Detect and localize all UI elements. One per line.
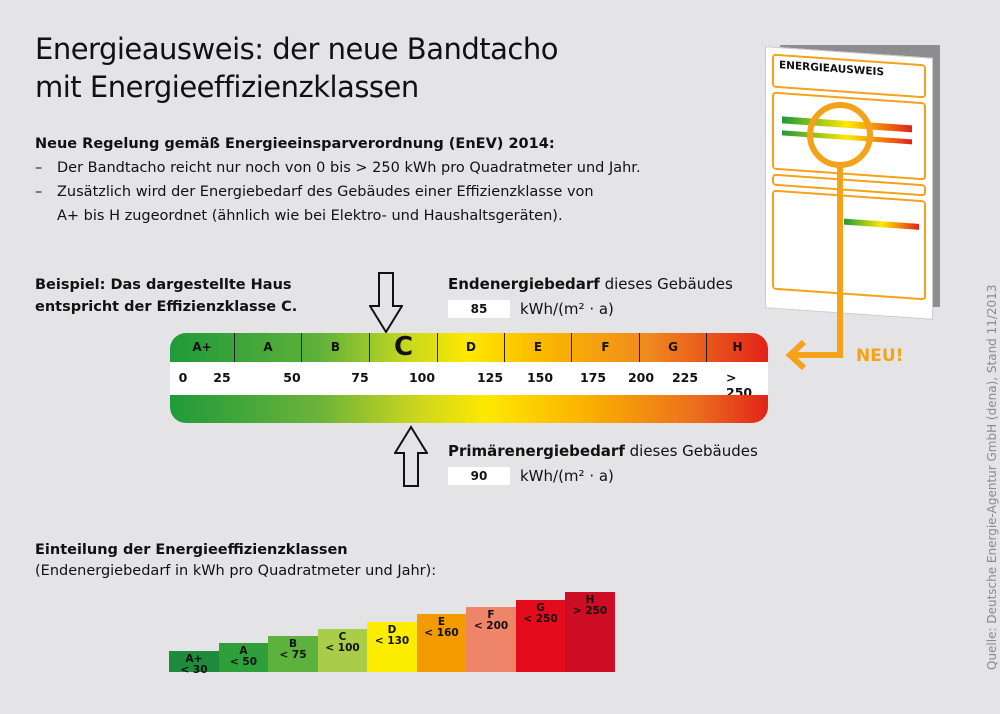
end-energy-label-rest: dieses Gebäudes	[599, 275, 733, 293]
scale-tick-label: 100	[408, 370, 436, 385]
class-step-e: E < 160	[416, 614, 467, 672]
class-step-f: F < 200	[466, 607, 516, 672]
class-step-limit: > 250	[572, 605, 608, 617]
scale-tick-label: 125	[476, 370, 504, 385]
dash: –	[35, 184, 43, 200]
band-tacho: A+ A B C D E F G H 0 25 50 75 100 125 150 175 200 225 > 25…	[170, 333, 768, 423]
class-step-label: E	[437, 616, 446, 628]
class-band-c: C	[370, 333, 438, 362]
end-energy-unit: kWh/(m² · a)	[520, 300, 614, 318]
class-band-f: F	[572, 333, 640, 362]
bullet-text: Der Bandtacho reicht nur noch von 0 bis …	[57, 160, 641, 176]
scale-tick-label: 225	[671, 370, 699, 385]
class-band-h: H	[732, 340, 743, 354]
class-step-c: C < 100	[317, 629, 368, 672]
intro-heading: Neue Regelung gemäß Energieeinsparverord…	[35, 136, 555, 152]
primary-energy-label-rest: dieses Gebäudes	[624, 442, 758, 460]
class-band-a-plus: A+	[170, 333, 235, 362]
class-band-b: B	[302, 333, 370, 362]
class-step-label: B	[288, 638, 297, 650]
arrow-left-icon	[785, 339, 807, 371]
class-step-limit: < 130	[374, 635, 410, 647]
class-step-a: A < 50	[218, 643, 269, 672]
class-band-g: G	[640, 333, 707, 362]
primary-energy-label: Primärenergiebedarf	[448, 442, 625, 460]
scale-tick-label: 75	[351, 370, 369, 385]
class-step-h: H > 250	[565, 592, 615, 672]
class-step-limit: < 250	[523, 613, 558, 625]
class-step-a-plus: A+ < 30	[169, 651, 219, 676]
neu-label: NEU!	[856, 346, 904, 366]
end-energy-block: Endenergiebedarf dieses Gebäudes 85 kWh/(…	[448, 273, 733, 320]
class-step-d: D < 130	[367, 622, 417, 672]
bullet-text: Zusätzlich wird der Energiebedarf des Ge…	[57, 184, 594, 200]
scale-tick-label: 175	[579, 370, 607, 385]
magnifier-circle	[807, 102, 873, 168]
end-energy-value: 85	[448, 300, 510, 318]
scale-tick-label: 200	[627, 370, 655, 385]
scale-tick-label: 50	[283, 370, 301, 385]
classes-heading: Einteilung der Energieeffizienzklassen	[35, 542, 348, 558]
class-bands: A+ A B C D E F G H	[170, 333, 768, 362]
title-line-1: Energieausweis: der neue Bandtacho	[35, 32, 558, 66]
scale-tick-label: 25	[213, 370, 231, 385]
example-line-1: Beispiel: Das dargestellte Haus	[35, 277, 292, 293]
class-band-e: E	[505, 333, 572, 362]
class-step-label: A	[239, 645, 248, 657]
class-step-label: D	[387, 624, 397, 636]
neu-pointer	[785, 102, 873, 371]
scale-tick-label: 150	[526, 370, 554, 385]
gradient-band	[170, 395, 768, 423]
bullet: – Zusätzlich wird der Energiebedarf des G…	[35, 180, 641, 204]
classes-section-heading: Einteilung der Energieeffizienzklassen (…	[35, 540, 436, 582]
bullet-text: A+ bis H zugeordnet (ähnlich wie bei Ele…	[57, 208, 563, 224]
dash: –	[35, 160, 43, 176]
end-energy-label: Endenergiebedarf	[448, 275, 600, 293]
class-step-label: C	[338, 631, 347, 643]
primary-energy-block: Primärenergiebedarf dieses Gebäudes 90 kW…	[448, 440, 758, 487]
class-step-label: H	[585, 594, 595, 606]
class-step-label: A+	[185, 653, 203, 665]
source-credit: Quelle: Deutsche Energie-Agentur GmbH (d…	[985, 284, 999, 670]
scale-tick-label: 0	[178, 370, 188, 385]
class-band-a: A	[235, 333, 302, 362]
class-step-label: G	[536, 602, 545, 614]
primary-energy-unit: kWh/(m² · a)	[520, 467, 614, 485]
primary-energy-value: 90	[448, 467, 510, 485]
example-line-2: entspricht der Effizienzklasse C.	[35, 299, 298, 315]
class-step-label: F	[487, 609, 495, 621]
scale-numbers: 0 25 50 75 100 125 150 175 200 225 > 250	[170, 362, 768, 400]
class-step-limit: < 75	[279, 649, 307, 661]
classes-subheading: (Endenergiebedarf in kWh pro Quadratmete…	[35, 563, 437, 579]
intro-section: Neue Regelung gemäß Energieeinsparverord…	[35, 132, 641, 228]
class-step-limit: < 200	[473, 620, 509, 632]
class-step-g: G < 250	[515, 600, 566, 672]
class-band-d: D	[438, 333, 505, 362]
example-text: Beispiel: Das dargestellte Haus entspric…	[35, 274, 297, 318]
class-step-limit: < 100	[325, 642, 360, 654]
bullet: – Der Bandtacho reicht nur noch von 0 bis…	[35, 156, 641, 180]
bullet-continuation: A+ bis H zugeordnet (ähnlich wie bei Ele…	[35, 204, 641, 228]
class-step-b: B < 75	[268, 636, 318, 672]
class-step-limit: < 50	[229, 656, 258, 668]
arrow-down-icon	[369, 272, 403, 334]
class-step-limit: < 30	[180, 664, 208, 676]
arrow-up-icon	[394, 425, 428, 487]
pointer-line	[794, 165, 843, 358]
page-title: Energieausweis: der neue Bandtacho mit E…	[35, 30, 558, 106]
class-step-limit: < 160	[424, 627, 459, 639]
title-line-2: mit Energieeffizienzklassen	[35, 70, 419, 104]
